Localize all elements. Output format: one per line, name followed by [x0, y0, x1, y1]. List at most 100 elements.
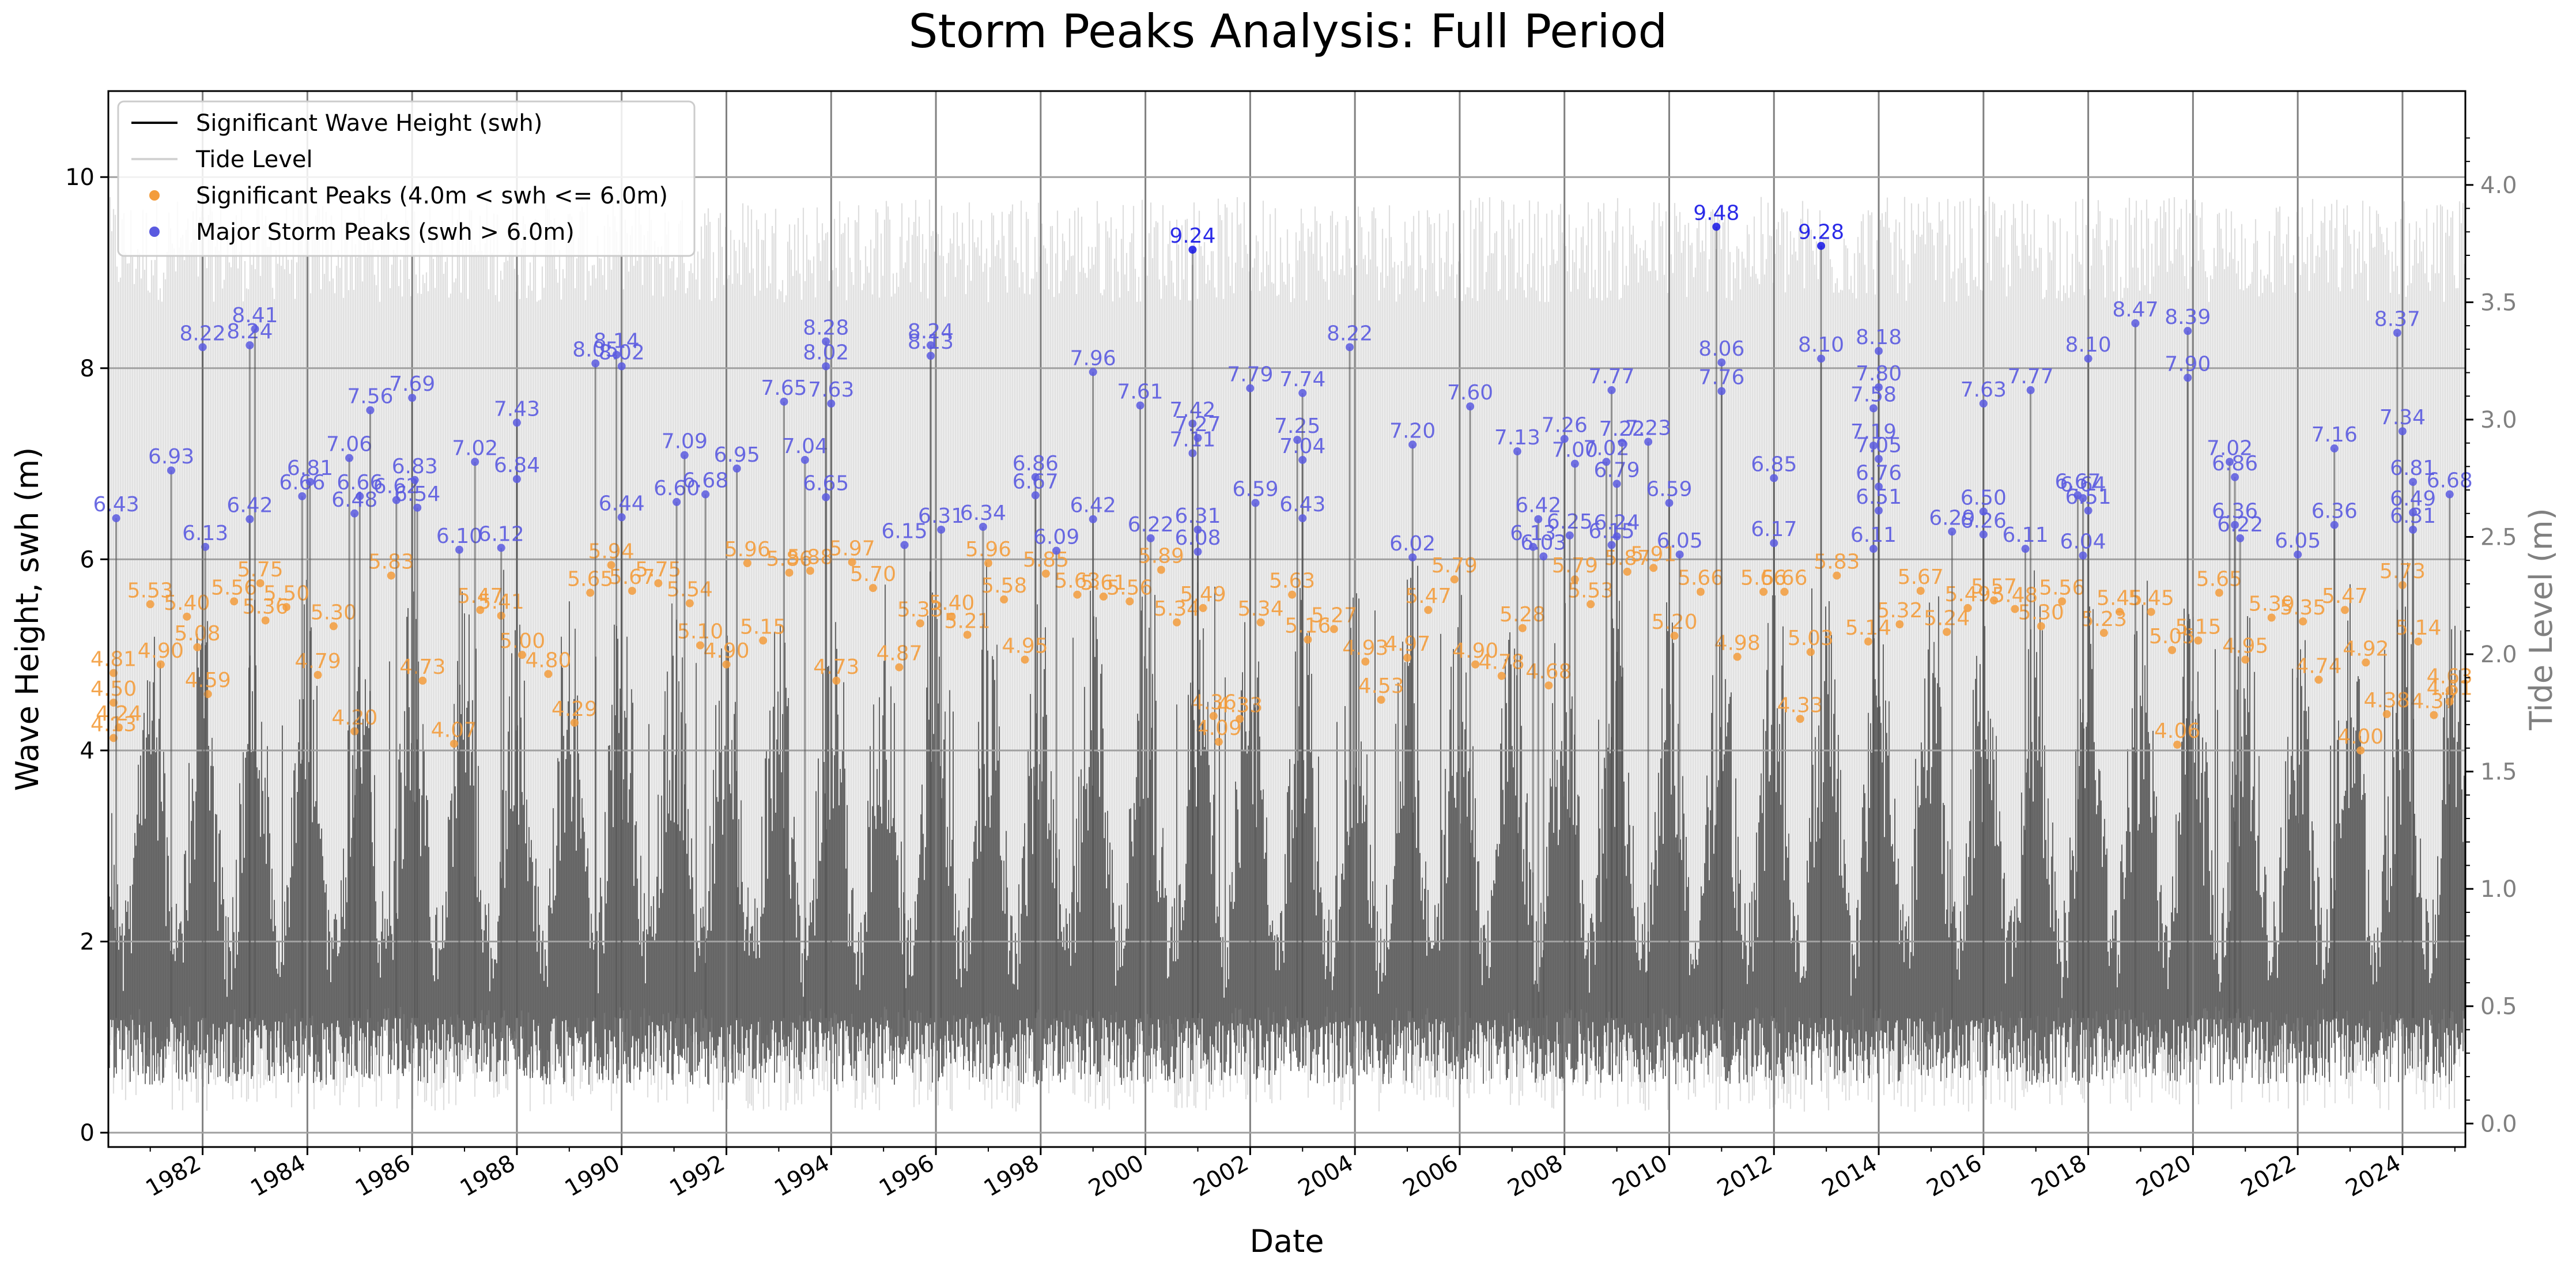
major-peak-point	[591, 359, 600, 368]
significant-peak-label: 4.06	[2154, 719, 2200, 743]
significant-peak-point	[261, 616, 270, 625]
significant-peak-point	[2037, 622, 2045, 631]
major-peak-label: 7.16	[2311, 423, 2358, 447]
significant-peak-point	[183, 612, 191, 621]
significant-peak-point	[1173, 618, 1181, 627]
significant-peak-label: 4.90	[703, 639, 749, 663]
significant-peak-point	[947, 612, 956, 621]
y2-axis-label: Tide Level (m)	[2523, 508, 2559, 730]
significant-peak-label: 5.15	[2175, 615, 2221, 639]
major-peak-point	[1607, 386, 1616, 394]
major-peak-label: 7.06	[326, 433, 372, 456]
significant-peak-point	[1806, 648, 1815, 657]
major-peak-label: 6.13	[1510, 522, 1556, 545]
major-peak-label: 8.14	[594, 330, 640, 353]
major-peak-label: 6.09	[1033, 525, 1079, 549]
significant-peak-point	[1623, 567, 1631, 576]
significant-peak-point	[696, 641, 705, 650]
major-peak-point	[1875, 346, 1883, 355]
major-peak-point	[350, 509, 359, 518]
major-peak-point	[2294, 550, 2302, 559]
major-peak-label: 6.36	[2311, 500, 2358, 523]
major-peak-label: 6.44	[599, 492, 645, 515]
significant-peak-label: 5.34	[1237, 597, 1283, 621]
major-peak-point	[1136, 401, 1145, 410]
major-peak-point	[926, 352, 935, 360]
major-peak-point	[900, 541, 909, 549]
significant-peak-point	[984, 559, 992, 568]
major-peak-label: 7.02	[2207, 436, 2253, 460]
major-peak-label: 8.22	[1327, 322, 1373, 345]
major-peak-point	[1298, 388, 1307, 397]
major-peak-label: 6.67	[2054, 470, 2101, 493]
major-peak-label: 7.13	[1494, 426, 1540, 450]
major-peak-label: 6.64	[2060, 473, 2106, 496]
significant-peak-point	[607, 561, 615, 569]
y2-tick-label: 4.0	[2480, 172, 2517, 199]
major-peak-label: 6.86	[2212, 452, 2258, 476]
legend-label-swh: Significant Wave Height (swh)	[196, 110, 542, 137]
major-peak-point	[298, 492, 307, 500]
significant-peak-label: 4.29	[552, 697, 598, 721]
significant-peak-label: 5.66	[1740, 567, 1786, 590]
major-peak-label: 7.77	[2008, 365, 2054, 388]
significant-peak-point	[1916, 587, 1925, 595]
legend: Significant Wave Height (swh) Tide Level…	[117, 100, 696, 257]
major-peak-point	[1612, 532, 1621, 541]
major-peak-label: 7.22	[1599, 417, 1645, 441]
significant-peak-label: 4.07	[431, 718, 477, 742]
major-peak-label: 6.31	[2390, 504, 2436, 528]
y-tick-label: 8	[80, 356, 95, 382]
major-peak-point	[2409, 508, 2418, 517]
major-peak-point	[1875, 482, 1883, 491]
major-peak-point	[1612, 480, 1621, 488]
major-peak-point	[245, 515, 254, 523]
major-peak-point	[2445, 490, 2454, 499]
significant-peak-point	[1780, 587, 1789, 596]
significant-peak-point	[2362, 658, 2370, 667]
significant-peak-point	[2215, 588, 2223, 597]
major-peak-point	[1031, 491, 1040, 500]
major-peak-label: 8.05	[572, 338, 618, 362]
significant-peak-label: 4.73	[813, 655, 859, 679]
major-peak-point	[1770, 474, 1778, 482]
major-peak-point	[455, 545, 463, 554]
significant-peak-point	[1214, 738, 1223, 746]
major-peak-label: 7.23	[1625, 416, 1671, 440]
major-peak-point	[2236, 534, 2245, 542]
significant-peak-point	[2382, 710, 2391, 718]
major-peak-point	[1875, 455, 1883, 463]
significant-peak-point	[1256, 618, 1265, 627]
significant-peak-point	[1021, 655, 1029, 664]
major-peak-point	[1869, 404, 1878, 413]
significant-peak-label: 4.90	[138, 639, 184, 663]
major-peak-label: 6.31	[1174, 504, 1221, 528]
major-peak-label: 6.43	[1279, 493, 1325, 516]
major-peak-point	[497, 544, 505, 552]
major-peak-label: 7.74	[1279, 368, 1325, 391]
major-peak-label: 6.26	[1961, 509, 2007, 533]
major-peak-point	[680, 451, 689, 459]
major-storm-peaks-series: 6.436.936.138.22 8.248.416.426.666.817.06…	[93, 201, 2473, 1018]
major-peak-label: 7.76	[1698, 366, 1744, 390]
significant-peak-label: 4.97	[1384, 632, 1430, 656]
significant-peak-point	[2340, 606, 2349, 614]
significant-peak-label: 4.59	[185, 669, 231, 692]
major-peak-label: 7.20	[1389, 419, 1436, 443]
major-peak-label: 6.08	[1174, 526, 1221, 550]
significant-peak-point	[1073, 590, 1082, 599]
major-peak-point	[1513, 447, 1521, 456]
major-peak-label: 6.51	[1856, 485, 1902, 509]
major-peak-label: 7.63	[808, 378, 854, 402]
significant-peak-point	[1236, 715, 1244, 723]
significant-peak-point	[848, 558, 856, 567]
significant-peak-point	[1497, 671, 1506, 680]
significant-peak-point	[1041, 569, 1050, 578]
major-peak-point	[1298, 455, 1307, 464]
significant-peak-label: 4.80	[525, 648, 571, 672]
major-peak-label: 6.04	[2060, 530, 2106, 554]
major-peak-label: 7.02	[452, 436, 498, 460]
major-peak-label: 6.67	[1013, 470, 1059, 493]
significant-peak-label: 5.53	[127, 579, 173, 602]
major-peak-point	[2084, 354, 2092, 363]
